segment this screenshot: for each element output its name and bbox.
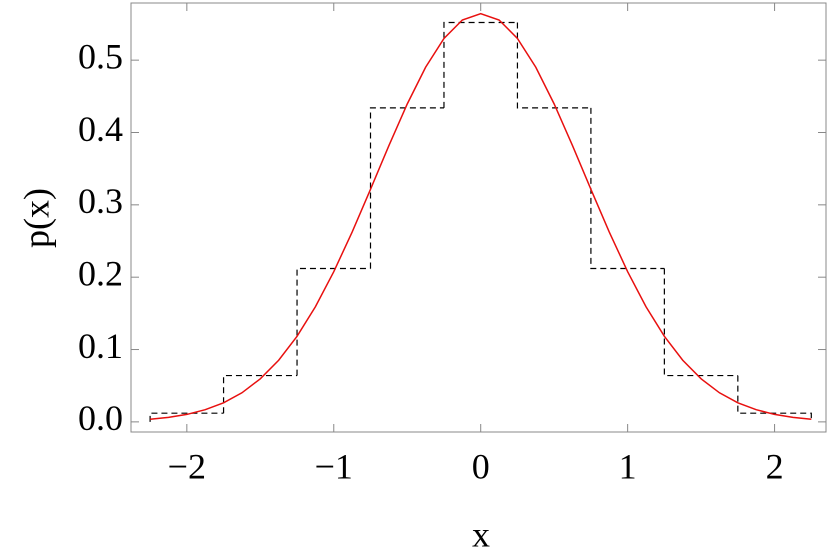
x-tick-label: −1: [315, 446, 353, 486]
y-tick-label: 0.5: [78, 36, 123, 76]
y-tick-label: 0.3: [78, 181, 123, 221]
histogram-bar: [516, 22, 591, 109]
x-tick-label: 2: [766, 446, 784, 486]
histogram-bar: [296, 267, 371, 376]
histogram-bar: [590, 107, 665, 270]
histogram-bar: [369, 107, 444, 269]
x-tick-label: 0: [472, 446, 490, 486]
y-axis-label: p(x): [16, 188, 56, 248]
x-axis-label: x: [472, 514, 490, 554]
x-tick-label: −2: [168, 446, 206, 486]
density-curve: [150, 12, 812, 421]
histogram-bar: [737, 375, 812, 422]
x-tick-label: 1: [619, 446, 637, 486]
plot-frame: [130, 2, 827, 433]
y-tick-label: 0.1: [78, 326, 123, 366]
histogram-bar: [222, 374, 298, 414]
histogram-bar: [443, 21, 518, 108]
y-tick-label: 0.2: [78, 253, 123, 293]
histogram-bar: [663, 268, 738, 377]
y-tick-label: 0.0: [78, 398, 123, 438]
y-tick-label: 0.4: [78, 109, 123, 149]
